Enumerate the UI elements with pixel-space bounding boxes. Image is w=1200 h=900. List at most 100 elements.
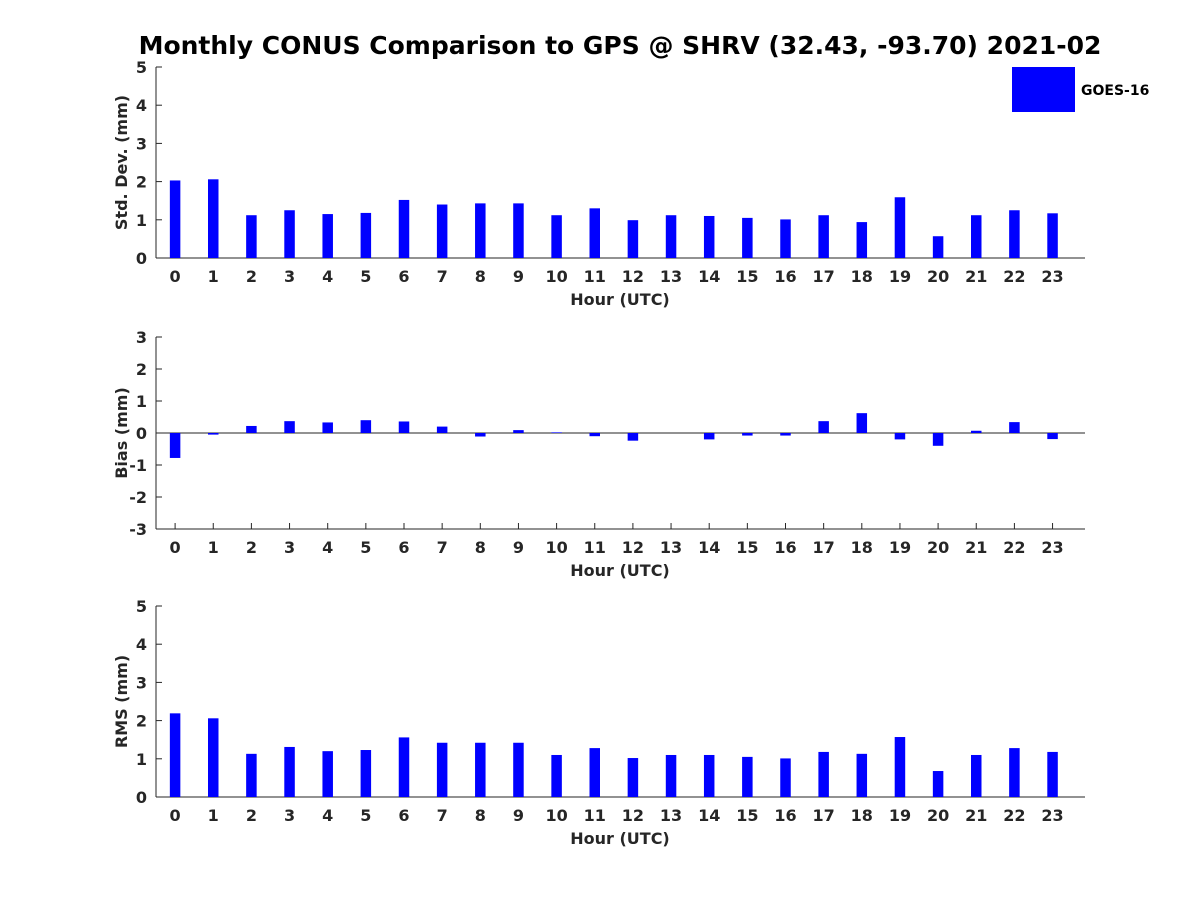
- bar-hour-1: [208, 179, 219, 258]
- bar-hour-5: [360, 750, 372, 797]
- bar-hour-5: [360, 212, 372, 258]
- x-tick-label: 10: [545, 806, 567, 825]
- x-tick-label: 5: [360, 538, 371, 557]
- bar-hour-5: [360, 420, 372, 433]
- bar-hour-10: [551, 432, 562, 433]
- x-tick-label: 23: [1041, 538, 1063, 557]
- x-tick-label: 7: [437, 538, 448, 557]
- y-tick-label: 1: [136, 392, 147, 411]
- y-tick-label: 3: [136, 134, 147, 153]
- bar-hour-6: [398, 421, 410, 433]
- x-tick-label: 15: [736, 267, 758, 286]
- x-axis-label: Hour (UTC): [570, 829, 670, 848]
- x-tick-label: 6: [398, 538, 409, 557]
- bar-hour-0: [169, 433, 181, 458]
- bar-hour-10: [551, 754, 562, 797]
- x-tick-label: 10: [545, 538, 567, 557]
- x-tick-label: 0: [170, 538, 181, 557]
- x-tick-label: 19: [889, 806, 911, 825]
- bar-hour-20: [932, 433, 944, 446]
- x-tick-label: 13: [660, 538, 682, 557]
- x-tick-label: 16: [774, 267, 796, 286]
- bar-hour-6: [398, 737, 410, 797]
- x-tick-label: 16: [774, 806, 796, 825]
- x-axis-label: Hour (UTC): [570, 290, 670, 309]
- bar-hour-0: [169, 180, 181, 258]
- bar-hour-18: [856, 222, 868, 258]
- x-tick-label: 12: [622, 538, 644, 557]
- bar-hour-11: [589, 433, 600, 437]
- bar-hour-10: [551, 215, 562, 258]
- x-tick-label: 13: [660, 806, 682, 825]
- y-tick-label: 0: [136, 424, 147, 443]
- bar-hour-15: [742, 756, 753, 797]
- bar-hour-8: [475, 433, 486, 437]
- x-tick-label: 21: [965, 806, 987, 825]
- bar-hour-4: [322, 422, 333, 433]
- x-tick-label: 23: [1041, 267, 1063, 286]
- bar-hour-2: [246, 425, 257, 433]
- x-tick-label: 2: [246, 806, 257, 825]
- x-tick-label: 18: [851, 267, 873, 286]
- y-tick-label: 1: [136, 211, 147, 230]
- bar-hour-9: [513, 742, 524, 797]
- y-tick-label: 4: [136, 635, 147, 654]
- bar-hour-13: [665, 754, 677, 797]
- x-tick-label: 2: [246, 267, 257, 286]
- x-tick-label: 9: [513, 538, 524, 557]
- x-tick-label: 12: [622, 267, 644, 286]
- x-tick-label: 14: [698, 267, 720, 286]
- bar-hour-12: [627, 758, 639, 797]
- legend-swatch: [1012, 67, 1075, 112]
- y-tick-label: -1: [129, 456, 147, 475]
- x-tick-label: 18: [851, 538, 873, 557]
- y-tick-label: -3: [129, 520, 147, 539]
- x-tick-label: 21: [965, 267, 987, 286]
- x-tick-label: 10: [545, 267, 567, 286]
- bar-hour-17: [818, 421, 829, 433]
- bar-hour-20: [932, 236, 944, 258]
- x-tick-label: 1: [208, 806, 219, 825]
- bar-hour-3: [284, 421, 295, 433]
- bar-hour-4: [322, 751, 333, 797]
- x-tick-label: 4: [322, 267, 333, 286]
- bar-hour-6: [398, 199, 410, 258]
- y-tick-label: 5: [136, 58, 147, 77]
- bar-hour-1: [208, 718, 219, 797]
- x-tick-label: 9: [513, 806, 524, 825]
- bar-hour-7: [436, 426, 448, 433]
- y-axis-label: RMS (mm): [112, 655, 131, 748]
- bar-hour-21: [971, 215, 982, 258]
- y-tick-label: 1: [136, 750, 147, 769]
- x-tick-label: 8: [475, 267, 486, 286]
- bar-hour-3: [284, 746, 295, 797]
- bar-hour-22: [1009, 210, 1020, 258]
- y-tick-label: 2: [136, 360, 147, 379]
- bar-hour-4: [322, 214, 333, 258]
- legend: GOES-16: [1012, 67, 1149, 112]
- x-tick-label: 4: [322, 538, 333, 557]
- x-tick-label: 3: [284, 538, 295, 557]
- bar-hour-20: [932, 771, 944, 797]
- y-axis-label: Std. Dev. (mm): [112, 95, 131, 230]
- bar-hour-7: [436, 204, 448, 258]
- x-tick-label: 0: [170, 267, 181, 286]
- x-tick-label: 22: [1003, 538, 1025, 557]
- x-tick-label: 5: [360, 806, 371, 825]
- x-tick-label: 9: [513, 267, 524, 286]
- y-tick-label: 2: [136, 712, 147, 731]
- chart-title: Monthly CONUS Comparison to GPS @ SHRV (…: [139, 31, 1102, 60]
- bar-hour-2: [246, 753, 257, 797]
- x-tick-label: 4: [322, 806, 333, 825]
- y-tick-label: 3: [136, 328, 147, 347]
- bar-hour-23: [1047, 213, 1058, 258]
- bar-hour-12: [627, 220, 639, 258]
- x-tick-label: 11: [584, 267, 606, 286]
- x-tick-label: 13: [660, 267, 682, 286]
- x-tick-label: 17: [813, 538, 835, 557]
- bar-hour-15: [742, 217, 753, 258]
- y-axis-label: Bias (mm): [112, 387, 131, 479]
